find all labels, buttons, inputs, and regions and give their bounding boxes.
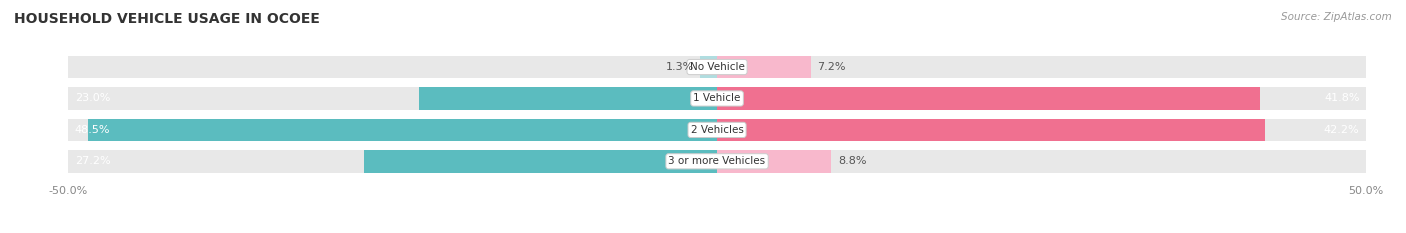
Bar (717, 87, 1260, 110)
Bar (717, 56, 1367, 78)
Bar (717, 150, 831, 173)
Bar (67, 87, 717, 110)
Text: 1 Vehicle: 1 Vehicle (693, 93, 741, 103)
Text: 27.2%: 27.2% (75, 156, 110, 166)
Text: 23.0%: 23.0% (75, 93, 110, 103)
Text: No Vehicle: No Vehicle (689, 62, 745, 72)
Bar (717, 56, 810, 78)
Text: 41.8%: 41.8% (1324, 93, 1360, 103)
Text: 2 Vehicles: 2 Vehicles (690, 125, 744, 135)
Bar (67, 56, 717, 78)
Text: 42.2%: 42.2% (1324, 125, 1360, 135)
Text: 8.8%: 8.8% (838, 156, 866, 166)
Bar (717, 150, 1367, 173)
Bar (364, 150, 717, 173)
Text: 1.3%: 1.3% (665, 62, 693, 72)
Bar (67, 150, 717, 173)
Text: 3 or more Vehicles: 3 or more Vehicles (668, 156, 766, 166)
Text: HOUSEHOLD VEHICLE USAGE IN OCOEE: HOUSEHOLD VEHICLE USAGE IN OCOEE (14, 12, 321, 26)
Text: 7.2%: 7.2% (817, 62, 845, 72)
Bar (700, 56, 717, 78)
Bar (87, 119, 717, 141)
Bar (419, 87, 717, 110)
Bar (717, 87, 1367, 110)
Text: Source: ZipAtlas.com: Source: ZipAtlas.com (1281, 12, 1392, 22)
Text: 48.5%: 48.5% (75, 125, 110, 135)
Bar (67, 119, 717, 141)
Bar (717, 119, 1367, 141)
Bar (717, 119, 1265, 141)
